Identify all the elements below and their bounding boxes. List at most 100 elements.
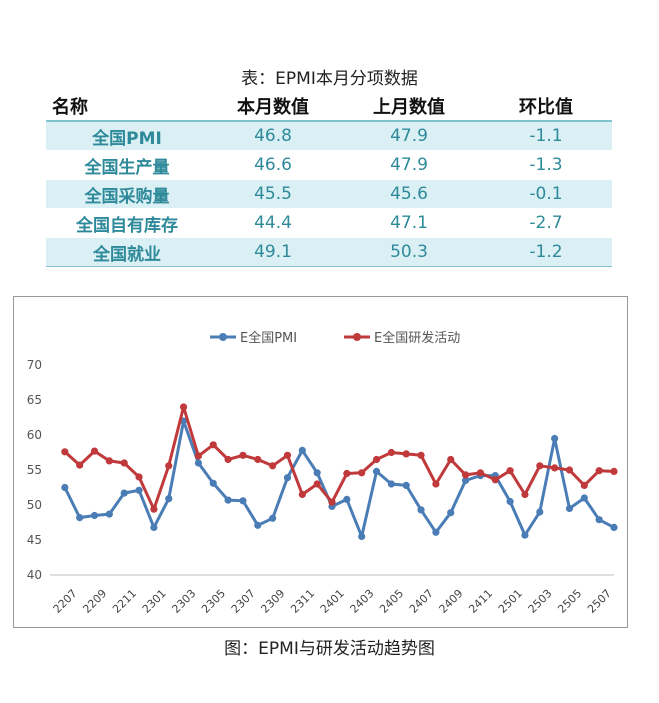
table-row: 全国就业 49.1 50.3 -1.2 bbox=[46, 237, 612, 267]
data-point bbox=[610, 523, 618, 531]
row-change: -1.2 bbox=[480, 237, 612, 267]
data-point bbox=[580, 481, 588, 489]
data-point bbox=[283, 451, 292, 459]
y-tick-label: 55 bbox=[27, 463, 42, 477]
row-name: 全国自有库存 bbox=[46, 208, 208, 238]
data-point bbox=[565, 466, 574, 474]
x-tick-label: 2503 bbox=[526, 587, 555, 616]
data-point bbox=[120, 489, 128, 497]
x-tick-label: 2301 bbox=[140, 587, 169, 616]
data-point bbox=[179, 403, 188, 411]
x-tick-label: 2309 bbox=[258, 587, 287, 616]
row-change: -2.7 bbox=[480, 208, 612, 238]
data-point bbox=[135, 486, 143, 494]
data-point bbox=[224, 455, 232, 464]
x-tick-label: 2207 bbox=[51, 587, 80, 616]
data-point bbox=[521, 490, 529, 499]
data-point bbox=[417, 451, 425, 459]
data-point bbox=[150, 523, 158, 531]
data-point bbox=[254, 455, 262, 464]
data-point bbox=[387, 480, 395, 488]
data-point bbox=[165, 462, 173, 470]
x-tick-label: 2209 bbox=[80, 587, 109, 616]
data-point bbox=[61, 448, 69, 456]
data-point bbox=[239, 451, 247, 459]
data-point bbox=[283, 474, 292, 482]
x-tick-label: 2411 bbox=[466, 587, 495, 616]
data-point bbox=[209, 441, 217, 449]
x-tick-label: 2505 bbox=[555, 587, 584, 616]
data-point bbox=[269, 462, 277, 470]
row-current: 46.6 bbox=[208, 150, 338, 180]
data-point bbox=[521, 531, 529, 539]
y-tick-label: 50 bbox=[27, 498, 42, 512]
table-header-row: 名称 本月数值 上月数值 环比值 bbox=[46, 92, 612, 122]
data-point bbox=[417, 506, 425, 514]
row-current: 44.4 bbox=[208, 208, 338, 238]
data-point bbox=[551, 434, 559, 443]
row-previous: 47.9 bbox=[338, 150, 480, 180]
table-row: 全国PMI 46.8 47.9 -1.1 bbox=[46, 121, 612, 151]
data-point bbox=[105, 457, 113, 465]
data-point bbox=[358, 469, 366, 477]
y-tick-label: 45 bbox=[27, 533, 42, 547]
data-point bbox=[358, 532, 366, 541]
legend-label: E全国研发活动 bbox=[374, 330, 460, 346]
data-point bbox=[506, 467, 514, 475]
x-tick-label: 2305 bbox=[199, 587, 228, 616]
x-tick-label: 2403 bbox=[348, 587, 377, 616]
data-point bbox=[551, 464, 559, 472]
data-point bbox=[536, 508, 544, 516]
header-current: 本月数值 bbox=[208, 92, 338, 122]
data-point bbox=[461, 471, 470, 479]
data-point bbox=[387, 448, 395, 457]
x-tick-label: 2501 bbox=[496, 587, 525, 616]
data-point bbox=[447, 455, 455, 464]
x-tick-label: 2311 bbox=[288, 587, 317, 616]
legend-marker bbox=[353, 333, 361, 341]
data-point bbox=[610, 467, 618, 475]
data-point bbox=[298, 490, 306, 499]
data-point bbox=[580, 494, 588, 502]
data-point bbox=[105, 510, 113, 518]
data-point bbox=[224, 496, 232, 504]
data-point bbox=[536, 462, 544, 470]
legend-label: E全国PMI bbox=[240, 330, 297, 346]
chart-frame: 40 45 50 55 60 65 70 2207 2209 2211 2301 2303 2305 23… bbox=[13, 296, 628, 628]
y-tick-label: 70 bbox=[27, 358, 42, 372]
row-current: 49.1 bbox=[208, 237, 338, 267]
data-point bbox=[239, 497, 247, 505]
data-point bbox=[120, 459, 128, 467]
row-change: -1.3 bbox=[480, 150, 612, 180]
data-point bbox=[135, 473, 143, 481]
series-line-pmi bbox=[63, 419, 615, 538]
data-point bbox=[447, 509, 455, 517]
data-table: 名称 本月数值 上月数值 环比值 全国PMI 46.8 47.9 -1.1 全国… bbox=[46, 92, 612, 267]
row-previous: 47.1 bbox=[338, 208, 480, 238]
row-change: -1.1 bbox=[480, 121, 612, 151]
data-point bbox=[90, 447, 99, 455]
y-tick-label: 40 bbox=[27, 568, 42, 582]
x-tick-label: 2401 bbox=[318, 587, 347, 616]
data-point bbox=[432, 528, 440, 536]
figure-caption: 图：EPMI与研发活动趋势图 bbox=[224, 639, 435, 659]
row-current: 46.8 bbox=[208, 121, 338, 151]
row-previous: 50.3 bbox=[338, 237, 480, 267]
data-point bbox=[506, 497, 514, 506]
row-name: 全国生产量 bbox=[46, 150, 208, 180]
data-point bbox=[595, 467, 603, 475]
header-change: 环比值 bbox=[480, 92, 612, 122]
x-tick-label: 2307 bbox=[229, 587, 258, 616]
data-point bbox=[76, 514, 84, 522]
data-point bbox=[194, 459, 203, 467]
data-point bbox=[565, 504, 574, 513]
data-point bbox=[209, 479, 217, 487]
x-tick-label: 2407 bbox=[407, 587, 436, 616]
row-previous: 47.9 bbox=[338, 121, 480, 151]
data-point bbox=[402, 481, 410, 489]
x-tick-label: 2211 bbox=[110, 587, 139, 616]
data-point bbox=[491, 476, 499, 484]
data-point bbox=[402, 450, 410, 458]
x-tick-label: 2303 bbox=[169, 587, 198, 616]
row-previous: 45.6 bbox=[338, 179, 480, 209]
